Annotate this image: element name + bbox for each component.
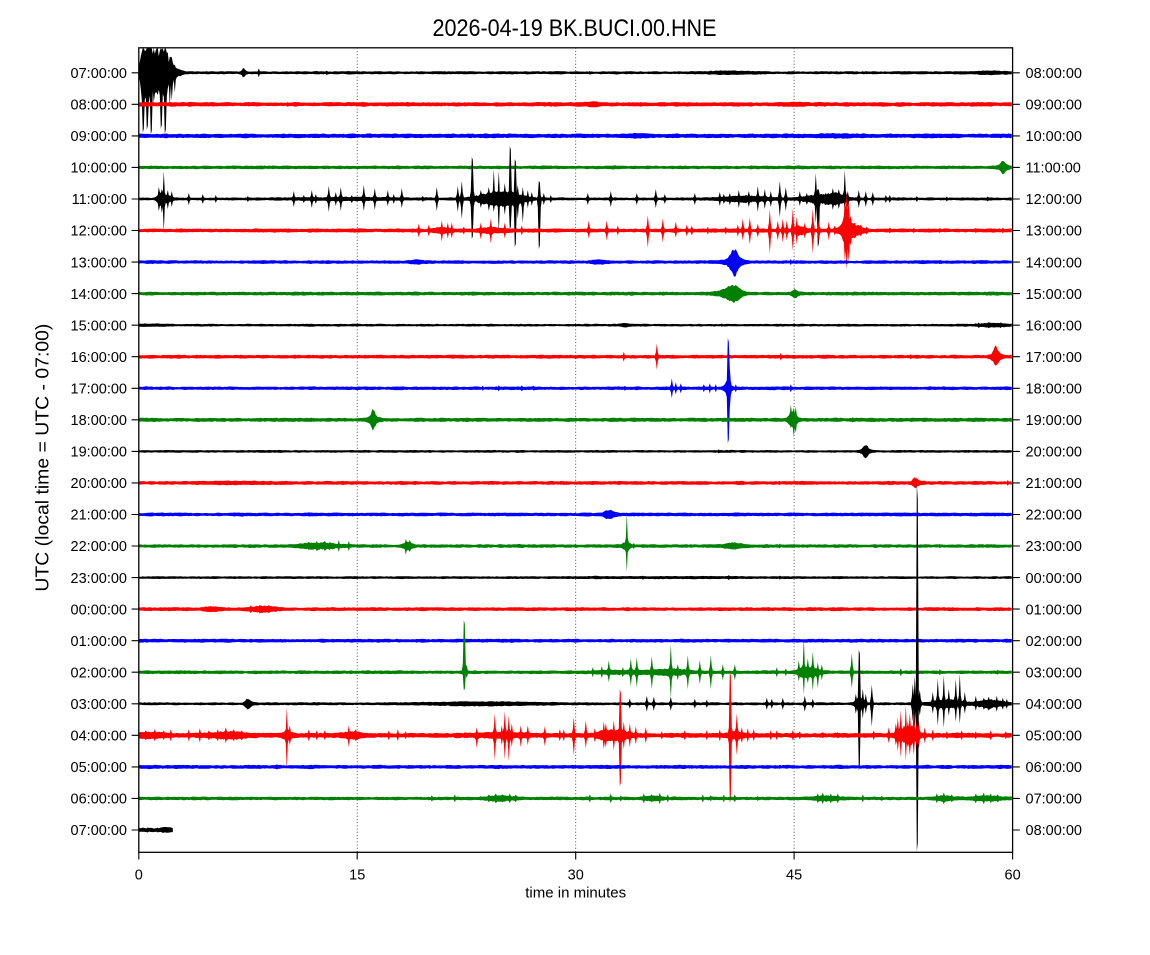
svg-text:21:00:00: 21:00:00	[1026, 476, 1082, 492]
svg-text:00:00:00: 00:00:00	[1026, 571, 1082, 587]
svg-text:08:00:00: 08:00:00	[1026, 66, 1082, 82]
svg-text:19:00:00: 19:00:00	[1026, 413, 1082, 429]
svg-text:14:00:00: 14:00:00	[71, 287, 127, 303]
svg-text:04:00:00: 04:00:00	[1026, 697, 1082, 713]
svg-text:05:00:00: 05:00:00	[1026, 729, 1082, 745]
svg-text:10:00:00: 10:00:00	[71, 161, 127, 177]
svg-text:2026-04-19 BK.BUCI.00.HNE: 2026-04-19 BK.BUCI.00.HNE	[433, 15, 717, 42]
svg-text:20:00:00: 20:00:00	[71, 476, 127, 492]
svg-text:22:00:00: 22:00:00	[1026, 508, 1082, 524]
svg-text:02:00:00: 02:00:00	[71, 665, 127, 681]
svg-text:30: 30	[568, 868, 584, 884]
svg-text:07:00:00: 07:00:00	[71, 823, 127, 839]
svg-text:06:00:00: 06:00:00	[1026, 760, 1082, 776]
svg-text:15:00:00: 15:00:00	[71, 318, 127, 334]
svg-text:07:00:00: 07:00:00	[1026, 792, 1082, 808]
svg-text:45: 45	[786, 868, 802, 884]
svg-text:06:00:00: 06:00:00	[71, 792, 127, 808]
svg-text:04:00:00: 04:00:00	[71, 729, 127, 745]
svg-text:09:00:00: 09:00:00	[71, 129, 127, 145]
svg-text:08:00:00: 08:00:00	[1026, 823, 1082, 839]
svg-text:17:00:00: 17:00:00	[71, 382, 127, 398]
svg-text:12:00:00: 12:00:00	[1026, 192, 1082, 208]
svg-text:16:00:00: 16:00:00	[1026, 318, 1082, 334]
svg-text:09:00:00: 09:00:00	[1026, 98, 1082, 114]
svg-text:10:00:00: 10:00:00	[1026, 129, 1082, 145]
svg-text:14:00:00: 14:00:00	[1026, 255, 1082, 271]
svg-text:UTC (local time = UTC - 07:00): UTC (local time = UTC - 07:00)	[33, 324, 53, 592]
svg-text:01:00:00: 01:00:00	[71, 634, 127, 650]
svg-text:15:00:00: 15:00:00	[1026, 287, 1082, 303]
svg-text:60: 60	[1005, 868, 1021, 884]
svg-text:01:00:00: 01:00:00	[1026, 602, 1082, 618]
svg-text:time in minutes: time in minutes	[525, 884, 626, 901]
svg-text:02:00:00: 02:00:00	[1026, 634, 1082, 650]
svg-text:11:00:00: 11:00:00	[72, 192, 127, 208]
svg-text:03:00:00: 03:00:00	[1026, 665, 1082, 681]
svg-text:15: 15	[349, 868, 365, 884]
svg-text:18:00:00: 18:00:00	[1026, 382, 1082, 398]
svg-text:22:00:00: 22:00:00	[71, 539, 127, 555]
svg-text:23:00:00: 23:00:00	[1026, 539, 1082, 555]
svg-text:13:00:00: 13:00:00	[1026, 224, 1082, 240]
svg-text:05:00:00: 05:00:00	[71, 760, 127, 776]
svg-text:08:00:00: 08:00:00	[71, 98, 127, 114]
svg-text:11:00:00: 11:00:00	[1026, 161, 1081, 177]
svg-text:12:00:00: 12:00:00	[71, 224, 127, 240]
svg-text:23:00:00: 23:00:00	[71, 571, 127, 587]
svg-text:17:00:00: 17:00:00	[1026, 350, 1082, 366]
svg-text:03:00:00: 03:00:00	[71, 697, 127, 713]
svg-text:00:00:00: 00:00:00	[71, 602, 127, 618]
svg-text:21:00:00: 21:00:00	[71, 508, 127, 524]
svg-text:07:00:00: 07:00:00	[71, 66, 127, 82]
svg-text:0: 0	[135, 868, 143, 884]
svg-text:13:00:00: 13:00:00	[71, 255, 127, 271]
svg-text:20:00:00: 20:00:00	[1026, 445, 1082, 461]
svg-text:18:00:00: 18:00:00	[71, 413, 127, 429]
svg-text:19:00:00: 19:00:00	[71, 445, 127, 461]
svg-text:16:00:00: 16:00:00	[71, 350, 127, 366]
